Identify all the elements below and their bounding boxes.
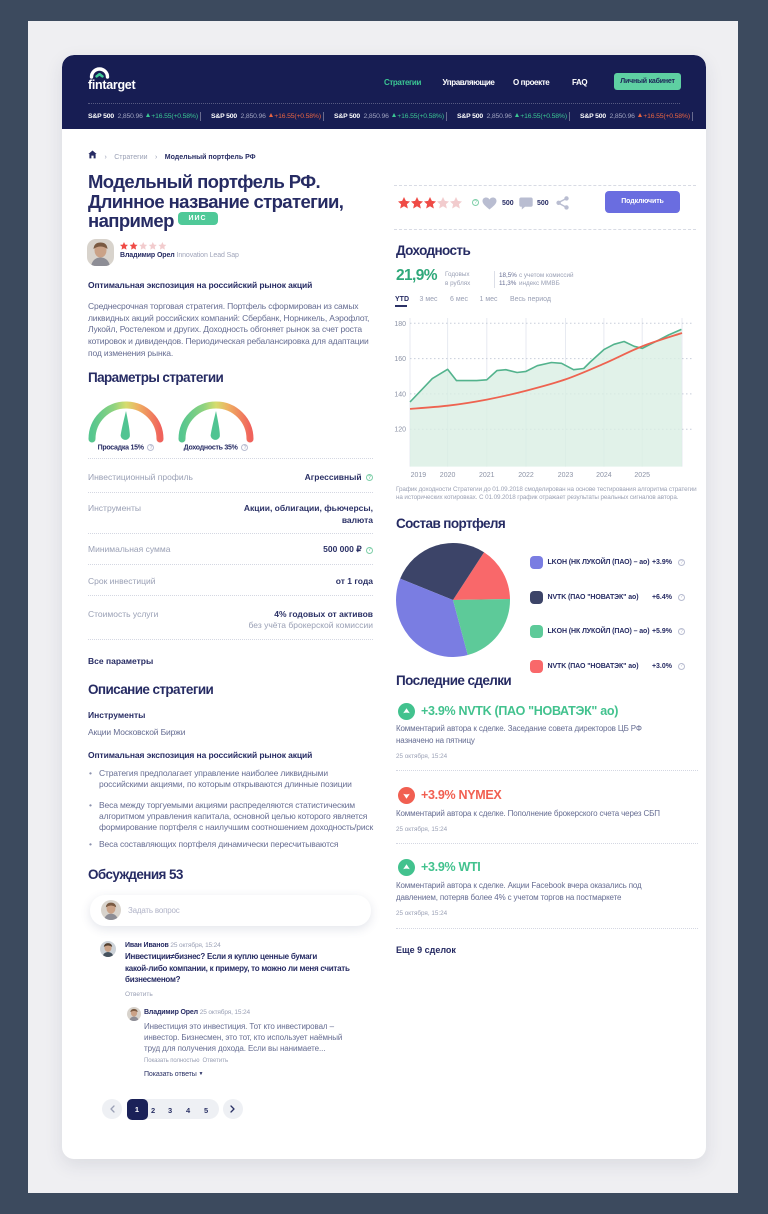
svg-text:120: 120 [394, 427, 406, 434]
svg-text:fintarget: fintarget [88, 78, 136, 92]
svg-text:2019: 2019 [411, 472, 427, 479]
svg-text:140: 140 [394, 391, 406, 398]
svg-text:160: 160 [394, 356, 406, 363]
svg-text:2021: 2021 [479, 472, 495, 479]
svg-text:2020: 2020 [440, 472, 456, 479]
svg-text:2024: 2024 [596, 472, 612, 479]
svg-text:180: 180 [394, 321, 406, 328]
svg-text:2023: 2023 [558, 472, 574, 479]
svg-text:2022: 2022 [518, 472, 534, 479]
svg-text:2025: 2025 [634, 472, 650, 479]
